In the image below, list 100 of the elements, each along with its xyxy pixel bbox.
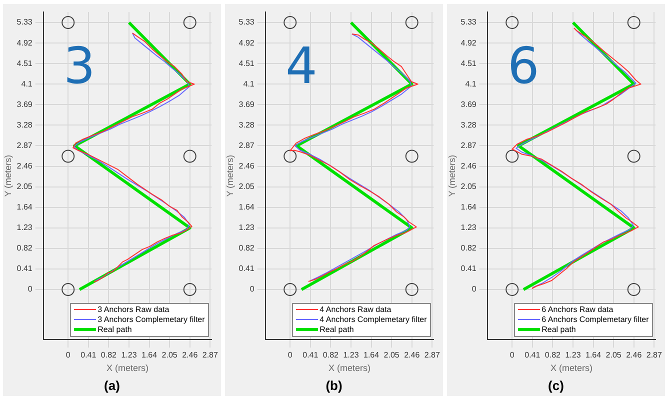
y-tick-label: 5.33 bbox=[460, 18, 477, 27]
y-tick-label: 0.41 bbox=[238, 264, 255, 274]
x-tick-label: 1.64 bbox=[585, 350, 602, 360]
y-tick-label: 0.41 bbox=[16, 264, 33, 274]
x-tick-label: 0.41 bbox=[80, 350, 97, 360]
point bbox=[183, 150, 196, 163]
point bbox=[627, 150, 640, 163]
x-tick-label: 2.05 bbox=[162, 350, 178, 360]
y-tick-label: 1.23 bbox=[238, 223, 255, 232]
text: (a) bbox=[103, 378, 121, 393]
y-tick-label: 2.46 bbox=[460, 161, 477, 170]
point bbox=[284, 16, 297, 30]
x-tick-label: 1.23 bbox=[121, 350, 138, 360]
y-tick-label: 2.46 bbox=[16, 161, 33, 170]
y-tick-label: 0 bbox=[28, 284, 33, 294]
y-tick-label: 4.92 bbox=[16, 38, 33, 48]
x-tick-label: 0 bbox=[66, 350, 71, 360]
y-tick-label: 0 bbox=[250, 284, 255, 294]
y-tick-label: 0.82 bbox=[16, 244, 33, 253]
y-tick-label: 4.92 bbox=[238, 38, 255, 48]
x-tick-label: 0.82 bbox=[100, 350, 118, 360]
x-tick-label: 2.46 bbox=[182, 350, 198, 360]
point bbox=[62, 283, 75, 296]
x-tick-label: 2.46 bbox=[626, 350, 642, 360]
annotation: 6 bbox=[508, 37, 540, 96]
legend-label: Real path bbox=[540, 324, 577, 335]
legend-label: 3 Anchors Raw data bbox=[96, 304, 170, 315]
point bbox=[62, 16, 75, 30]
y-axis-title: Y (meters) bbox=[224, 154, 235, 197]
x-tick-label: 0.41 bbox=[302, 350, 319, 360]
y-tick-label: 0.82 bbox=[238, 244, 255, 253]
y-axis-title: Y (meters) bbox=[446, 154, 457, 197]
y-tick-label: 3.28 bbox=[238, 120, 255, 130]
x-tick-label: 2.87 bbox=[424, 350, 440, 360]
y-tick-label: 1.23 bbox=[16, 223, 33, 232]
point bbox=[62, 150, 75, 163]
legend-label: 6 Anchors Raw data bbox=[540, 304, 614, 315]
x-tick-label: 0.82 bbox=[544, 350, 562, 360]
x-tick-label: 2.05 bbox=[606, 350, 622, 360]
y-axis-title: Y (meters) bbox=[2, 154, 13, 197]
legend-label: 6 Anchors Complemetary filter bbox=[540, 314, 649, 325]
point bbox=[405, 150, 418, 163]
y-tick-label: 4.1 bbox=[21, 79, 33, 88]
x-tick-label: 0.41 bbox=[524, 350, 541, 360]
legend-label: 3 Anchors Complemetary filter bbox=[96, 314, 205, 325]
legend-label: Real path bbox=[318, 324, 355, 335]
x-tick-label: 1.64 bbox=[363, 350, 380, 360]
annotation: 3 bbox=[64, 37, 96, 96]
legend-label: 4 Anchors Raw data bbox=[318, 304, 392, 315]
y-tick-label: 1.64 bbox=[460, 202, 477, 212]
x-axis-title: X (meters) bbox=[328, 363, 371, 374]
legend-label: Real path bbox=[96, 324, 133, 335]
x-axis-title: X (meters) bbox=[550, 363, 593, 374]
y-tick-label: 5.33 bbox=[238, 18, 255, 27]
x-tick-label: 1.23 bbox=[343, 350, 360, 360]
point bbox=[506, 283, 519, 296]
point bbox=[506, 150, 519, 163]
y-tick-label: 4.92 bbox=[460, 38, 477, 48]
y-tick-label: 3.69 bbox=[238, 100, 255, 109]
y-tick-label: 4.51 bbox=[460, 58, 477, 68]
x-tick-label: 1.64 bbox=[141, 350, 158, 360]
y-tick-label: 3.28 bbox=[460, 120, 477, 130]
point bbox=[627, 16, 640, 30]
x-tick-label: 2.05 bbox=[384, 350, 400, 360]
y-tick-label: 2.87 bbox=[16, 140, 33, 150]
point bbox=[284, 150, 297, 163]
x-tick-label: 0.82 bbox=[322, 350, 340, 360]
y-tick-label: 3.69 bbox=[460, 100, 477, 109]
point bbox=[405, 283, 418, 296]
point bbox=[183, 283, 196, 296]
y-tick-label: 0 bbox=[472, 284, 477, 294]
y-tick-label: 1.64 bbox=[238, 202, 255, 212]
y-tick-label: 3.28 bbox=[16, 120, 33, 130]
point bbox=[284, 283, 297, 296]
y-tick-label: 5.33 bbox=[16, 18, 33, 27]
y-tick-label: 0.82 bbox=[460, 244, 477, 253]
x-tick-label: 2.87 bbox=[202, 350, 218, 360]
y-tick-label: 3.69 bbox=[16, 100, 33, 109]
y-tick-label: 2.87 bbox=[238, 140, 255, 150]
annotation: 4 bbox=[286, 37, 318, 96]
x-tick-label: 0 bbox=[510, 350, 515, 360]
y-tick-label: 1.23 bbox=[460, 223, 477, 232]
x-tick-label: 2.46 bbox=[404, 350, 420, 360]
point bbox=[506, 16, 519, 30]
point bbox=[183, 16, 196, 30]
y-tick-label: 4.51 bbox=[16, 58, 33, 68]
y-tick-label: 2.05 bbox=[16, 182, 33, 192]
point bbox=[405, 16, 418, 30]
y-tick-label: 2.87 bbox=[460, 140, 477, 150]
x-tick-label: 1.23 bbox=[565, 350, 582, 360]
y-tick-label: 4.1 bbox=[243, 79, 255, 88]
text: (c) bbox=[547, 378, 565, 393]
y-tick-label: 1.64 bbox=[16, 202, 33, 212]
legend-label: 4 Anchors Complemetary filter bbox=[318, 314, 427, 325]
y-tick-label: 4.51 bbox=[238, 58, 255, 68]
x-tick-label: 2.87 bbox=[646, 350, 662, 360]
point bbox=[627, 283, 640, 296]
y-tick-label: 2.05 bbox=[460, 182, 477, 192]
y-tick-label: 4.1 bbox=[465, 79, 477, 88]
text: (b) bbox=[324, 378, 344, 393]
